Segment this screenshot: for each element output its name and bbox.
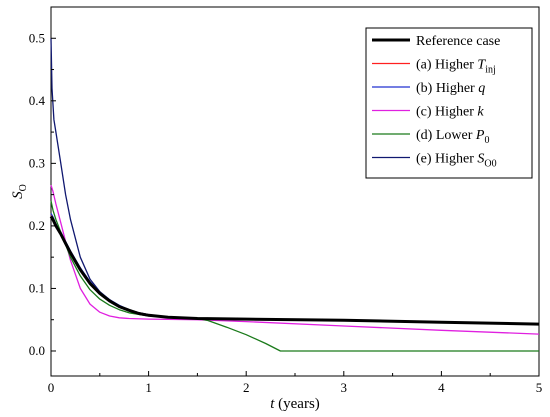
legend-label-5: (e) Higher SO0 xyxy=(416,152,497,170)
series-line-0 xyxy=(49,215,540,326)
x-tick-label: 0 xyxy=(48,380,55,395)
series-line-4 xyxy=(50,200,539,352)
x-tick-label: 1 xyxy=(145,380,152,395)
legend-label-sub: inj xyxy=(485,65,496,76)
y-axis-title-var: S xyxy=(10,191,26,199)
legend-box xyxy=(365,27,533,179)
axis-layer: 0 1 2 3 4 5 0.0 0.1 0.2 0.3 0.4 0.5 xyxy=(29,30,543,395)
legend-label-var: T xyxy=(477,58,486,73)
legend-label-var: k xyxy=(477,105,484,120)
legend-label-1: (a) Higher Tinj xyxy=(416,58,496,76)
legend-label-sub: 0 xyxy=(484,135,489,146)
y-tick-label: 0.2 xyxy=(29,218,45,233)
y-tick-label: 0.0 xyxy=(29,343,45,358)
series-layer xyxy=(49,38,540,352)
legend-label-4: (d) Lower P0 xyxy=(416,128,489,146)
x-axis-title-var: t xyxy=(270,396,275,412)
x-tick-label: 2 xyxy=(243,380,250,395)
x-axis-title-unit: (years) xyxy=(274,396,319,412)
legend-label-main: Reference case xyxy=(416,34,500,49)
y-axis-title-sub: O xyxy=(18,184,29,191)
legend-label-var: S xyxy=(477,152,484,167)
y-tick-label: 0.4 xyxy=(29,93,46,108)
legend-label-main: (b) Higher xyxy=(416,81,478,96)
legend-label-main: (e) Higher xyxy=(416,152,477,167)
legend-label-2: (b) Higher q xyxy=(416,81,485,96)
legend-label-main: (a) Higher xyxy=(416,58,477,73)
legend-label-0: Reference case xyxy=(416,34,500,49)
x-tick-label: 5 xyxy=(536,380,543,395)
x-tick-label: 3 xyxy=(341,380,348,395)
series-line-3 xyxy=(50,185,540,335)
y-tick-label: 0.1 xyxy=(29,280,45,295)
y-tick-label: 0.3 xyxy=(29,155,45,170)
legend-label-main: (c) Higher xyxy=(416,105,477,120)
x-axis-title: t (years) xyxy=(270,396,320,412)
legend: Reference case(a) Higher Tinj(b) Higher … xyxy=(365,27,533,179)
legend-label-sub: O0 xyxy=(484,159,496,170)
legend-label-var: P xyxy=(475,128,485,143)
legend-label-3: (c) Higher k xyxy=(416,105,484,120)
legend-label-var: q xyxy=(478,81,485,96)
x-tick-label: 4 xyxy=(438,380,445,395)
y-axis-title: SO xyxy=(10,184,29,199)
legend-label-main: (d) Lower xyxy=(416,128,476,143)
y-tick-label: 0.5 xyxy=(29,30,45,45)
